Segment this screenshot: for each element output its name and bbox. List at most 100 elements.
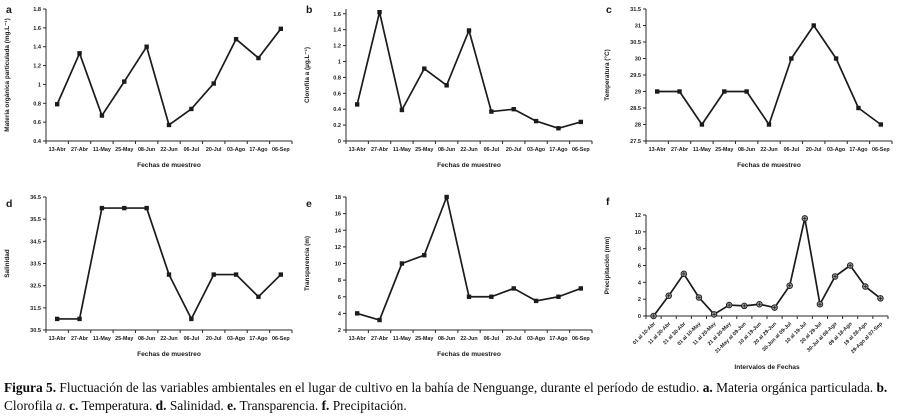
y-tick-label: 1 <box>38 82 41 88</box>
y-tick-label: 30.5 <box>630 40 641 46</box>
y-tick-label: 0.2 <box>333 123 341 129</box>
data-point-marker <box>466 28 472 33</box>
data-point-marker <box>511 106 516 112</box>
panel-letter: e <box>306 198 312 210</box>
data-point-marker <box>833 56 839 61</box>
chart-a-materia-organica: a 0.4 0.6 0.8 1 1.2 1.4 1.6 1.8 13-Abr 27-Abr 11-Ma… <box>4 4 293 169</box>
data-point-marker <box>166 122 172 128</box>
x-tick-label: 17-Ago <box>249 147 268 153</box>
caption-segment: Materia orgánica particulada. <box>712 380 877 395</box>
y-tick-label: 10 <box>335 262 341 268</box>
panel-d: d 30.5 31.5 32.5 33.5 34.5 35.5 36.5 13-Abr 27-Ab… <box>0 185 300 376</box>
y-tick-label: 0.4 <box>33 139 42 145</box>
x-tick-label: 17-Ago <box>249 336 268 342</box>
data-point-marker <box>654 89 660 94</box>
data-point-marker <box>533 298 539 304</box>
data-point-marker <box>166 272 172 277</box>
caption-segment: Transparencia. <box>236 398 322 414</box>
x-tick-label: 25-May <box>415 147 433 153</box>
x-tick-label: 20-Jul <box>206 147 222 153</box>
data-point-marker <box>354 102 360 107</box>
x-tick-label: 17-Ago <box>849 147 868 153</box>
x-tick-label: 06-Jul <box>484 147 500 153</box>
data-point-marker <box>399 261 405 266</box>
caption-segment: Clorofila <box>4 398 56 414</box>
y-axis-label: Salinidad <box>4 249 11 278</box>
y-tick-label: 1.2 <box>33 64 41 70</box>
caption-segment: e. <box>227 398 237 414</box>
data-point-marker <box>789 56 794 61</box>
data-point-marker <box>99 113 105 118</box>
data-point-marker <box>211 272 216 277</box>
x-axis-label: Fechas de muestreo <box>137 162 201 169</box>
x-tick-label: 27-Abr <box>71 147 89 153</box>
data-point-marker <box>256 294 261 299</box>
data-point-marker <box>489 294 494 299</box>
y-tick-label: 29.5 <box>630 73 641 79</box>
x-tick-label: 11-May <box>393 336 411 342</box>
x-tick-label: 20-Jul <box>506 336 522 342</box>
x-tick-label: 08-Jun <box>738 147 755 153</box>
y-axis-label: Transparencia (m) <box>304 236 311 291</box>
x-tick-label: 25-May <box>115 147 133 153</box>
data-point-marker <box>77 51 82 56</box>
data-point-marker <box>256 55 261 61</box>
x-tick-label: 25-May <box>115 336 133 342</box>
y-tick-label: 10 <box>635 230 641 236</box>
data-point-marker <box>54 102 60 107</box>
panel-b: b 0 0.2 0.4 0.6 0.8 1 1.2 1.4 1.6 13-Abr 27-Abr 11-M… <box>300 0 600 185</box>
x-tick-label: 22-Jun <box>460 336 477 342</box>
y-tick-label: 31.5 <box>30 306 41 312</box>
y-tick-label: 12 <box>335 245 341 251</box>
data-point-marker <box>533 118 539 124</box>
y-tick-label: 36.5 <box>30 195 41 201</box>
data-point-marker <box>744 89 749 94</box>
x-tick-label: 27-Abr <box>371 336 389 342</box>
y-tick-label: 1.8 <box>33 7 41 13</box>
series-line <box>652 217 881 317</box>
panel-letter: a <box>6 4 12 16</box>
y-tick-label: 0.8 <box>33 101 41 107</box>
x-tick-label: 03-Ago <box>527 147 546 153</box>
data-point-marker <box>511 286 516 291</box>
x-tick-label: 06-Sep <box>572 147 590 153</box>
x-tick-label: 06-Jul <box>184 336 200 342</box>
x-tick-label: 13-Abr <box>349 336 367 342</box>
y-tick-label: 0.4 <box>333 107 342 113</box>
chart-d-salinidad: d 30.5 31.5 32.5 33.5 34.5 35.5 36.5 13-Abr 27-Ab… <box>4 195 293 358</box>
panel-c: c 27.5 28 28.5 29 29.5 30 30.5 31 31.5 13-Abr 27-Ab… <box>600 0 900 185</box>
x-tick-label: 06-Sep <box>872 147 890 153</box>
series-line <box>657 24 882 126</box>
y-axis-label: Temperatura (°C) <box>603 49 611 100</box>
x-tick-label: 11-May <box>93 147 111 153</box>
y-tick-label: 2 <box>638 297 641 303</box>
data-point-marker <box>556 294 561 299</box>
data-point-marker <box>489 109 494 114</box>
x-tick-label: 17-Ago <box>549 336 568 342</box>
data-point-marker <box>422 66 427 71</box>
x-tick-label: 17-Ago <box>549 147 568 153</box>
caption-segment: d. <box>155 398 167 414</box>
caption-segment: b. <box>876 380 888 395</box>
series-line <box>56 28 282 126</box>
series-line <box>356 196 582 321</box>
caption-segment: Figura 5. <box>4 380 57 395</box>
data-point-marker <box>444 83 449 88</box>
y-tick-label: 1.4 <box>33 45 42 51</box>
data-point-marker <box>578 119 584 125</box>
data-point-marker <box>878 122 884 127</box>
x-tick-label: 08-Jun <box>138 147 155 153</box>
caption-segment: Temperatura. <box>78 398 156 414</box>
y-tick-label: 0 <box>638 314 641 320</box>
y-tick-label: 33.5 <box>30 262 41 268</box>
caption-segment: a <box>55 398 63 414</box>
x-tick-label: 11-May <box>693 147 711 153</box>
data-point-marker <box>699 122 705 127</box>
data-point-marker <box>422 252 427 258</box>
y-tick-label: 1 <box>338 59 341 65</box>
y-tick-label: 6 <box>338 295 341 301</box>
caption-segment: a. <box>702 380 713 395</box>
y-tick-label: 1.2 <box>333 44 341 50</box>
x-tick-label: 20-Jul <box>506 147 522 153</box>
